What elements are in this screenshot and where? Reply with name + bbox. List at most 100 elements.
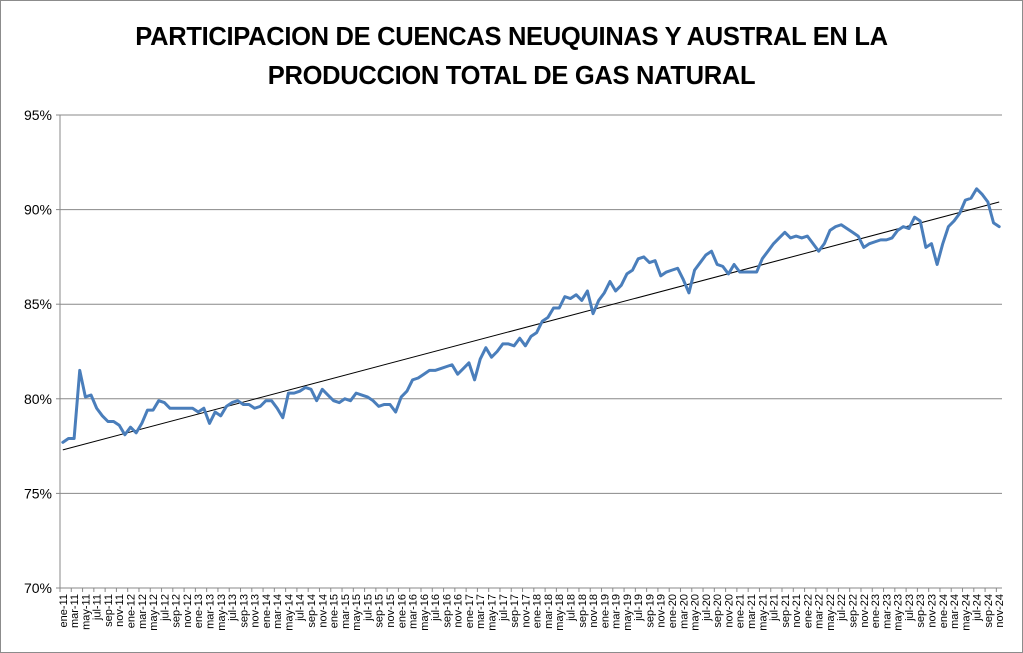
axes — [56, 114, 1002, 592]
x-tick-label: nov-21 — [791, 594, 803, 628]
x-tick-label: may-23 — [893, 594, 905, 631]
y-tick-label: 70% — [24, 580, 52, 596]
x-tick-label: mar-14 — [272, 594, 284, 629]
x-tick-label: nov-17 — [520, 594, 532, 628]
x-tick-label: ene-18 — [532, 594, 544, 628]
x-tick-label: may-17 — [487, 594, 499, 631]
x-tick-label: may-19 — [622, 594, 634, 631]
x-tick-label: mar-13 — [204, 594, 216, 629]
x-tick-label: nov-19 — [656, 594, 668, 628]
x-tick-label: ene-23 — [870, 594, 882, 628]
x-tick-label: ene-21 — [735, 594, 747, 628]
x-tick-label: nov-24 — [994, 594, 1006, 628]
x-tick-label: nov-12 — [182, 594, 194, 628]
x-tick-label: jul-18 — [565, 594, 577, 622]
x-tick-label: sep-20 — [712, 594, 724, 628]
x-tick-label: ene-16 — [396, 594, 408, 628]
x-tick-label: jul-21 — [769, 594, 781, 622]
gridlines — [60, 114, 1002, 494]
x-tick-label: may-14 — [283, 594, 295, 631]
x-tick-label: ene-17 — [464, 594, 476, 628]
x-tick-label: may-22 — [825, 594, 837, 631]
x-tick-label: may-18 — [554, 594, 566, 631]
chart-title-line-2: PRODUCCION TOTAL DE GAS NATURAL — [267, 62, 756, 90]
x-tick-label: sep-11 — [103, 594, 115, 627]
x-tick-label: nov-22 — [859, 594, 871, 628]
x-tick-label: nov-20 — [723, 594, 735, 628]
x-tick-label: may-15 — [351, 594, 363, 631]
x-tick-label: may-11 — [80, 594, 92, 630]
x-tick-label: jul-14 — [295, 594, 307, 622]
x-tick-label: nov-13 — [250, 594, 262, 628]
x-tick-label: sep-15 — [374, 594, 386, 628]
x-tick-label: jul-23 — [904, 594, 916, 622]
x-tick-label: nov-23 — [926, 594, 938, 628]
y-tick-label: 80% — [24, 391, 52, 407]
x-tick-label: mar-18 — [543, 594, 555, 629]
x-tick-label: mar-15 — [340, 594, 352, 629]
x-tick-label: may-13 — [216, 594, 228, 631]
y-tick-label: 90% — [24, 202, 52, 218]
x-tick-label: nov-18 — [588, 594, 600, 628]
x-tick-label: jul-24 — [972, 594, 984, 622]
x-tick-label: mar-23 — [881, 594, 893, 629]
x-tick-label: ene-11 — [58, 594, 70, 627]
x-tick-label: may-20 — [690, 594, 702, 631]
chart-title: PARTICIPACION DE CUENCAS NEUQUINAS Y AUS… — [0, 18, 1023, 96]
x-tick-label: sep-16 — [441, 594, 453, 628]
x-tick-label: mar-22 — [814, 594, 826, 629]
x-tick-label: may-16 — [419, 594, 431, 631]
x-tick-label: jul-11 — [92, 594, 104, 621]
x-tick-label: ene-19 — [599, 594, 611, 628]
x-tick-label: ene-15 — [329, 594, 341, 628]
y-axis-tick-labels: 70% 75% 80% 85% 90% 95% — [24, 107, 52, 596]
series-layer — [61, 187, 1001, 444]
chart-title-line-1: PARTICIPACION DE CUENCAS NEUQUINAS Y AUS… — [135, 23, 888, 51]
x-tick-label: mar-11 — [69, 594, 81, 628]
x-tick-label: mar-21 — [746, 594, 758, 629]
x-tick-label: nov-15 — [385, 594, 397, 628]
x-tick-label: nov-14 — [317, 594, 329, 628]
x-tick-label: jul-15 — [362, 594, 374, 622]
x-tick-label: nov-11 — [114, 594, 126, 627]
x-tick-label: mar-16 — [408, 594, 420, 629]
x-tick-label: sep-13 — [238, 594, 250, 628]
x-tick-label: sep-17 — [509, 594, 521, 628]
y-tick-label: 85% — [24, 296, 52, 312]
x-tick-label: may-12 — [148, 594, 160, 631]
x-tick-label: sep-22 — [848, 594, 860, 628]
trendline-layer — [62, 201, 1000, 451]
x-tick-label: mar-24 — [949, 594, 961, 629]
y-tick-label: 95% — [24, 107, 52, 123]
x-tick-label: jul-22 — [836, 594, 848, 622]
x-tick-label: sep-24 — [983, 594, 995, 628]
x-tick-label: sep-23 — [915, 594, 927, 628]
x-tick-label: jul-13 — [227, 594, 239, 622]
x-tick-label: jul-16 — [430, 594, 442, 622]
x-tick-label: jul-12 — [159, 594, 171, 622]
x-tick-label: jul-17 — [498, 594, 510, 622]
x-tick-label: may-21 — [757, 594, 769, 631]
x-tick-label: ene-13 — [193, 594, 205, 628]
x-tick-label: mar-12 — [137, 594, 149, 629]
series-line — [61, 187, 1001, 444]
y-tick-label: 75% — [24, 485, 52, 501]
x-tick-label: may-24 — [960, 594, 972, 631]
x-tick-label: mar-19 — [611, 594, 623, 629]
x-tick-label: sep-12 — [171, 594, 183, 628]
x-tick-label: nov-16 — [453, 594, 465, 628]
trendline — [62, 201, 1000, 451]
x-tick-label: jul-19 — [633, 594, 645, 622]
x-tick-label: ene-14 — [261, 594, 273, 628]
x-tick-label: mar-20 — [678, 594, 690, 629]
x-tick-label: ene-22 — [802, 594, 814, 628]
x-tick-label: sep-14 — [306, 594, 318, 628]
x-tick-label: sep-18 — [577, 594, 589, 628]
x-tick-label: ene-24 — [938, 594, 950, 628]
x-axis-tick-labels: ene-11 mar-11 may-11 jul-11 sep-11 nov-11 ene-… — [58, 594, 1006, 631]
x-tick-label: mar-17 — [475, 594, 487, 629]
x-tick-label: sep-21 — [780, 594, 792, 628]
x-tick-label: jul-20 — [701, 594, 713, 622]
